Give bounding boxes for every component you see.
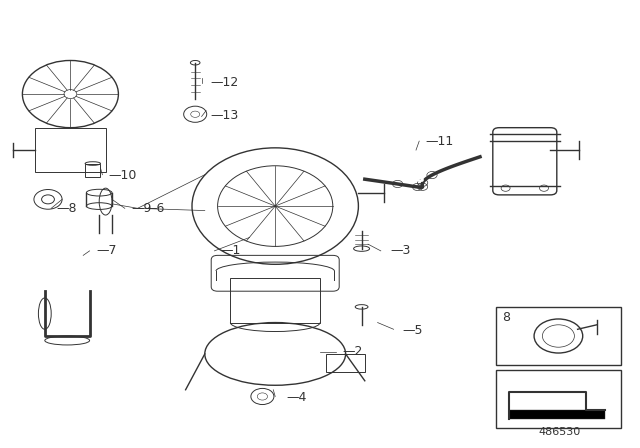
Text: —8: —8 (56, 202, 77, 215)
Text: —11: —11 (426, 134, 454, 148)
Text: —1: —1 (221, 244, 241, 258)
Bar (496, 370, 621, 428)
Bar (35, 128, 106, 172)
Text: —7: —7 (96, 244, 116, 258)
Text: —9: —9 (131, 202, 152, 215)
Text: —3: —3 (390, 244, 411, 258)
Text: —4: —4 (287, 391, 307, 405)
Text: —2: —2 (342, 345, 363, 358)
Text: —13: —13 (210, 109, 238, 122)
Text: —6: —6 (144, 202, 164, 215)
Text: —12: —12 (210, 76, 238, 90)
Bar (509, 410, 605, 419)
Bar (230, 278, 320, 323)
Text: —10: —10 (109, 169, 137, 182)
Text: 486530: 486530 (539, 427, 581, 437)
Bar (85, 164, 100, 177)
Text: —5: —5 (402, 323, 422, 337)
Text: 8: 8 (502, 311, 511, 324)
Bar (496, 307, 621, 365)
Bar (326, 354, 365, 372)
